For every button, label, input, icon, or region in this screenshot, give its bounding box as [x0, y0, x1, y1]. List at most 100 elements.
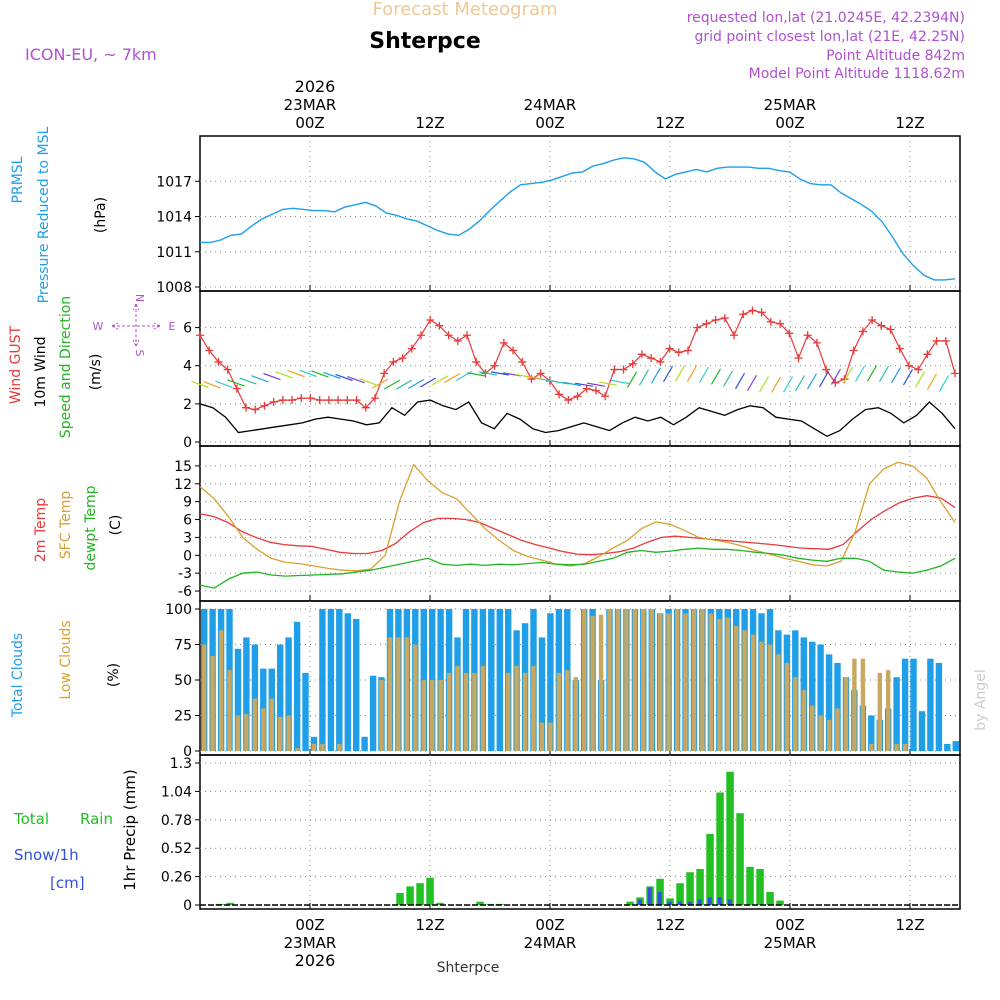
wind-gust-point — [573, 392, 582, 401]
wind-direction-arrow — [323, 371, 341, 380]
rain-bar — [696, 869, 704, 905]
total-cloud-bar — [910, 658, 917, 751]
low-cloud-bar — [674, 609, 680, 751]
low-cloud-bar — [683, 613, 688, 751]
low-cloud-bar — [396, 637, 401, 751]
wind-direction-label: Speed and Direction — [58, 296, 74, 438]
compass-rose: W E N S — [93, 294, 176, 357]
wind-direction-arrow — [239, 377, 257, 385]
total-cloud-bar — [302, 672, 309, 751]
snow-bar — [667, 901, 672, 905]
top-date-label: 23MAR — [284, 96, 337, 114]
low-cloud-bar — [725, 617, 730, 751]
top-time-label: 12Z — [895, 114, 924, 132]
wind-direction-arrow — [686, 365, 698, 382]
pressure-line — [200, 157, 956, 281]
wind-gust-point — [665, 344, 674, 353]
low-cloud-bar — [734, 626, 739, 751]
wind-gust-point — [730, 331, 739, 340]
low-cloud-bar — [218, 630, 224, 751]
y-tick-label: 0.52 — [161, 841, 192, 857]
wind-gust-point — [232, 384, 241, 393]
low-cloud-bar — [886, 670, 891, 751]
wind-gust-point — [315, 396, 324, 405]
wind-gust-point — [343, 396, 352, 405]
low-cloud-bar — [565, 670, 570, 751]
wind-gust-point — [776, 319, 785, 328]
precip-rain-label: Rain — [80, 810, 113, 828]
wind-direction-arrow — [698, 366, 710, 383]
wind-gust-point — [923, 350, 932, 359]
wind-gust-point — [242, 403, 251, 412]
temp-sfc-label: SFC Temp — [58, 491, 74, 560]
y-tick-label: 50 — [174, 673, 192, 689]
total-cloud-bar — [277, 644, 284, 751]
wind-gust-point — [822, 365, 831, 374]
wind-gust-point — [591, 386, 600, 395]
low-cloud-bar — [843, 677, 849, 751]
wind-unit: (m/s) — [88, 354, 104, 391]
low-cloud-bar — [235, 715, 241, 751]
precip-cm-label: [cm] — [50, 874, 85, 892]
low-cloud-bar — [894, 743, 899, 751]
bottom-year: 2026 — [295, 951, 336, 970]
wind-gust-point — [766, 317, 775, 326]
wind-gust-point — [794, 354, 803, 363]
wind-gust-point — [693, 323, 702, 332]
low-cloud-bar — [615, 609, 621, 751]
wind-gust-point — [278, 396, 287, 405]
grid-point-coords: grid point closest lon,lat (21E, 42.25N) — [694, 29, 965, 45]
compass-arrows — [111, 303, 161, 347]
low-cloud-bar — [446, 672, 452, 751]
total-cloud-bar — [547, 613, 554, 751]
low-cloud-bar — [624, 609, 629, 751]
low-cloud-bar — [320, 743, 325, 751]
rain-bar — [736, 813, 744, 905]
low-cloud-bar — [582, 609, 587, 751]
wind-gust-point — [499, 338, 508, 347]
wind-direction-arrow — [287, 370, 305, 378]
rain-bar — [476, 901, 484, 905]
wind-gust-point — [932, 336, 941, 345]
low-cloud-bar — [691, 609, 697, 751]
low-cloud-bar — [776, 654, 781, 751]
wind-gust-point — [444, 331, 453, 340]
wind-gust-point — [812, 338, 821, 347]
clouds-total-label: Total Clouds — [10, 633, 26, 718]
snow-bar — [707, 897, 712, 905]
low-cloud-bar — [658, 613, 663, 751]
low-cloud-bar — [877, 672, 882, 751]
wind-direction-arrow — [407, 378, 425, 390]
low-cloud-bar — [210, 655, 215, 751]
precip-total-label: Total — [13, 810, 49, 828]
y-tick-label: 2 — [183, 397, 192, 413]
temp-unit: (C) — [108, 515, 124, 536]
y-tick-label: 6 — [183, 321, 192, 337]
model-label: ICON-EU, ~ 7km — [25, 45, 157, 64]
total-cloud-bar — [893, 677, 900, 751]
low-cloud-bar — [556, 672, 562, 751]
rain-bar — [436, 902, 444, 905]
wind-gust-point — [564, 396, 573, 405]
wind-gust-point — [757, 308, 766, 317]
compass-w: W — [93, 320, 104, 333]
wind-direction-arrow — [866, 365, 878, 382]
bottom-time-label: 00Z — [535, 916, 564, 934]
wind-gust-point — [269, 397, 278, 406]
low-cloud-bar — [244, 714, 249, 751]
wind-direction-arrow — [478, 371, 498, 376]
wind-direction-arrow — [794, 375, 806, 392]
wind-direction-arrow — [914, 371, 926, 388]
y-tick-label: -3 — [178, 566, 192, 582]
rain-bar — [686, 872, 694, 905]
wind-gust-point — [518, 357, 527, 366]
y-tick-label: 100 — [165, 602, 192, 618]
low-cloud-bar — [261, 708, 266, 751]
wind-direction-arrow — [818, 371, 830, 388]
wind-direction-arrow — [758, 376, 770, 393]
y-tick-label: 1011 — [156, 245, 192, 261]
wind-gust-point — [251, 405, 260, 414]
wind-gust-point — [196, 331, 204, 340]
